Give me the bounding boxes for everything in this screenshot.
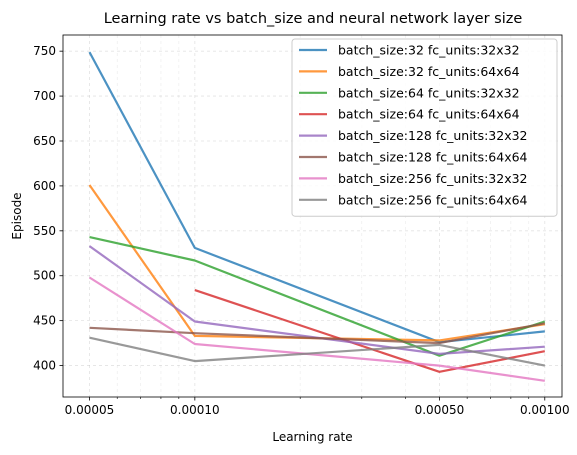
series-line-6 [88,276,545,382]
plot-area-frame [62,34,563,398]
series-lines [88,51,546,382]
legend-box [291,38,558,217]
y-tick-label: 550 [33,224,56,238]
y-tick-label: 700 [33,89,56,103]
legend-entry-label: batch_size:128 fc_units:64x64 [338,150,528,165]
y-tick-label: 400 [33,359,56,373]
legend-entry-label: batch_size:32 fc_units:32x32 [338,43,520,58]
x-axis-ticks: 0.00005 0.00010 0.00050 0.00100 [65,397,570,417]
x-tick-label: 0.00010 [170,403,220,417]
legend-entry-label: batch_size:64 fc_units:64x64 [338,107,520,122]
x-tick-label: 0.00100 [520,403,570,417]
legend-entry-label: batch_size:64 fc_units:32x32 [338,85,520,100]
series-line-2 [89,236,546,357]
y-tick-label: 600 [33,179,56,193]
chart-title: Learning rate vs batch_size and neural n… [104,11,523,27]
y-axis-label: Episode [10,192,24,239]
x-tick-label: 0.00005 [65,403,115,417]
x-tick-label: 0.00050 [415,403,465,417]
y-tick-label: 500 [33,269,56,283]
legend: batch_size:32 fc_units:32x32 batch_size:3… [291,38,558,217]
legend-entry-label: batch_size:256 fc_units:32x32 [338,171,528,186]
series-line-5 [89,322,546,345]
y-axis-ticks: 400 450 500 550 600 650 700 750 [33,44,63,373]
legend-entry-label: batch_size:256 fc_units:64x64 [338,192,528,207]
legend-entry-label: batch_size:128 fc_units:32x32 [338,128,528,143]
x-axis-label: Learning rate [272,430,352,444]
y-tick-label: 650 [33,134,56,148]
series-line-0 [88,51,545,344]
y-tick-label: 450 [33,314,56,328]
y-tick-label: 750 [33,44,56,58]
series-line-7 [89,336,546,367]
legend-entry-label: batch_size:32 fc_units:64x64 [338,64,520,79]
